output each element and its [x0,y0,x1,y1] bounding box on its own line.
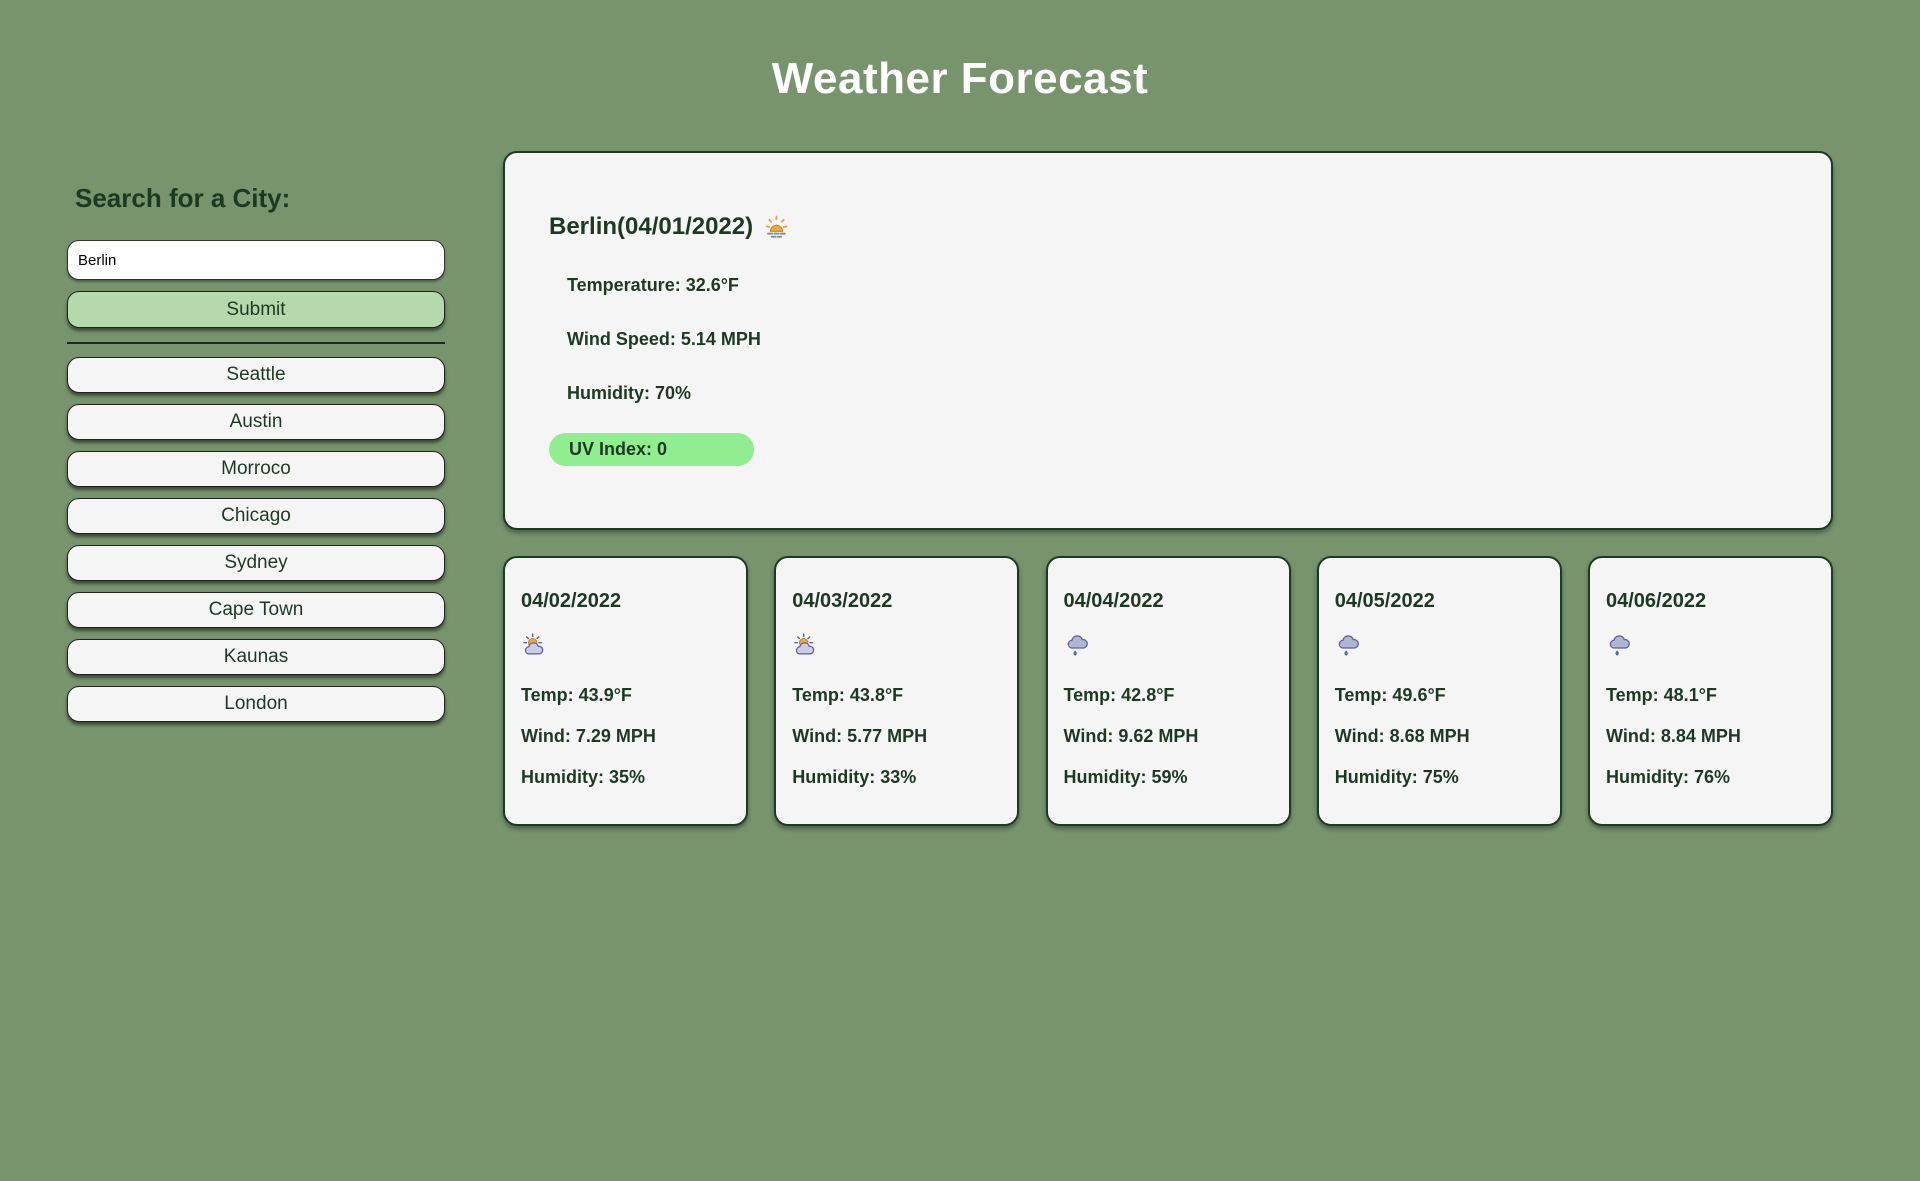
city-list-item: Kaunas [67,639,445,675]
forecast-date: 04/06/2022 [1606,590,1707,612]
sidebar-divider [67,342,445,344]
current-temperature: Temperature: 32.6°F [567,275,739,296]
forecast-humidity: Humidity: 76% [1606,767,1731,787]
city-button-austin[interactable]: Austin [67,404,445,440]
city-history-list: Seattle Austin Morroco Chicago Sydney Cape To… [67,357,445,722]
city-button-chicago[interactable]: Chicago [67,498,445,534]
forecast-card: 04/06/2022 Temp: 48.1°F Wind: 8.84 MPH H… [1588,556,1833,826]
weather-content: Berlin(04/01/2022) Temperature: 32.6°F W… [503,151,1833,826]
city-button-london[interactable]: London [67,686,445,722]
city-list-item: Chicago [67,498,445,534]
city-button-cape-town[interactable]: Cape Town [67,592,445,628]
forecast-row: 04/02/2022 Temp: 43.9°F Wind: 7.29 MPH H… [503,556,1833,826]
forecast-temp: Temp: 49.6°F [1334,685,1446,705]
city-list-item: Cape Town [67,592,445,628]
city-list-item: Seattle [67,357,445,393]
forecast-temp: Temp: 48.1°F [1606,685,1717,705]
forecast-date: 04/03/2022 [792,590,893,612]
current-city-and-date: Berlin(04/01/2022) [549,213,754,241]
forecast-card: 04/03/2022 Temp: 43.8°F Wind: 5.77 MPH H… [774,556,1020,826]
current-humidity: Humidity: 70% [567,383,692,404]
city-button-kaunas[interactable]: Kaunas [67,639,445,675]
page-title: Weather Forecast [771,54,1149,103]
forecast-wind: Wind: 8.84 MPH [1606,726,1741,746]
forecast-card: 04/02/2022 Temp: 43.9°F Wind: 7.29 MPH H… [503,556,748,826]
sun-behind-cloud-icon [521,631,730,659]
forecast-humidity: Humidity: 35% [521,767,646,787]
forecast-date: 04/04/2022 [1063,590,1164,612]
current-weather-card: Berlin(04/01/2022) Temperature: 32.6°F W… [503,151,1833,530]
search-heading: Search for a City: [75,183,291,213]
city-list-item: Sydney [67,545,445,581]
city-search-input[interactable] [67,240,445,280]
submit-button[interactable]: Submit [67,291,445,328]
uv-index-badge: UV Index: 0 [549,433,754,467]
forecast-date: 04/02/2022 [521,590,622,612]
forecast-temp: Temp: 43.8°F [792,685,904,705]
forecast-wind: Wind: 9.62 MPH [1063,726,1199,746]
rain-cloud-icon [1335,631,1544,659]
rain-cloud-icon [1064,631,1273,659]
rain-cloud-icon [1606,631,1815,659]
main-layout: Search for a City: Submit Seattle Austin M… [0,151,1920,886]
city-list-item: Morroco [67,451,445,487]
forecast-humidity: Humidity: 59% [1063,767,1188,787]
forecast-humidity: Humidity: 75% [1334,767,1459,787]
city-list-item: London [67,686,445,722]
forecast-wind: Wind: 5.77 MPH [792,726,928,746]
city-list-item: Austin [67,404,445,440]
forecast-temp: Temp: 43.9°F [521,685,632,705]
forecast-temp: Temp: 42.8°F [1063,685,1175,705]
city-button-seattle[interactable]: Seattle [67,357,445,393]
forecast-humidity: Humidity: 33% [792,767,917,787]
forecast-wind: Wind: 8.68 MPH [1334,726,1470,746]
city-button-sydney[interactable]: Sydney [67,545,445,581]
forecast-card: 04/04/2022 Temp: 42.8°F Wind: 9.62 MPH H… [1045,556,1291,826]
current-weather-title: Berlin(04/01/2022) [549,213,1787,241]
sun-behind-cloud-icon [792,631,1001,659]
forecast-card: 04/05/2022 Temp: 49.6°F Wind: 8.68 MPH H… [1316,556,1562,826]
current-wind-speed: Wind Speed: 5.14 MPH [567,329,761,350]
forecast-date: 04/05/2022 [1334,590,1435,612]
city-button-morroco[interactable]: Morroco [67,451,445,487]
forecast-wind: Wind: 7.29 MPH [521,726,656,746]
city-search-sidebar: Search for a City: Submit Seattle Austin M… [67,151,445,733]
sunrise-icon [763,213,790,241]
